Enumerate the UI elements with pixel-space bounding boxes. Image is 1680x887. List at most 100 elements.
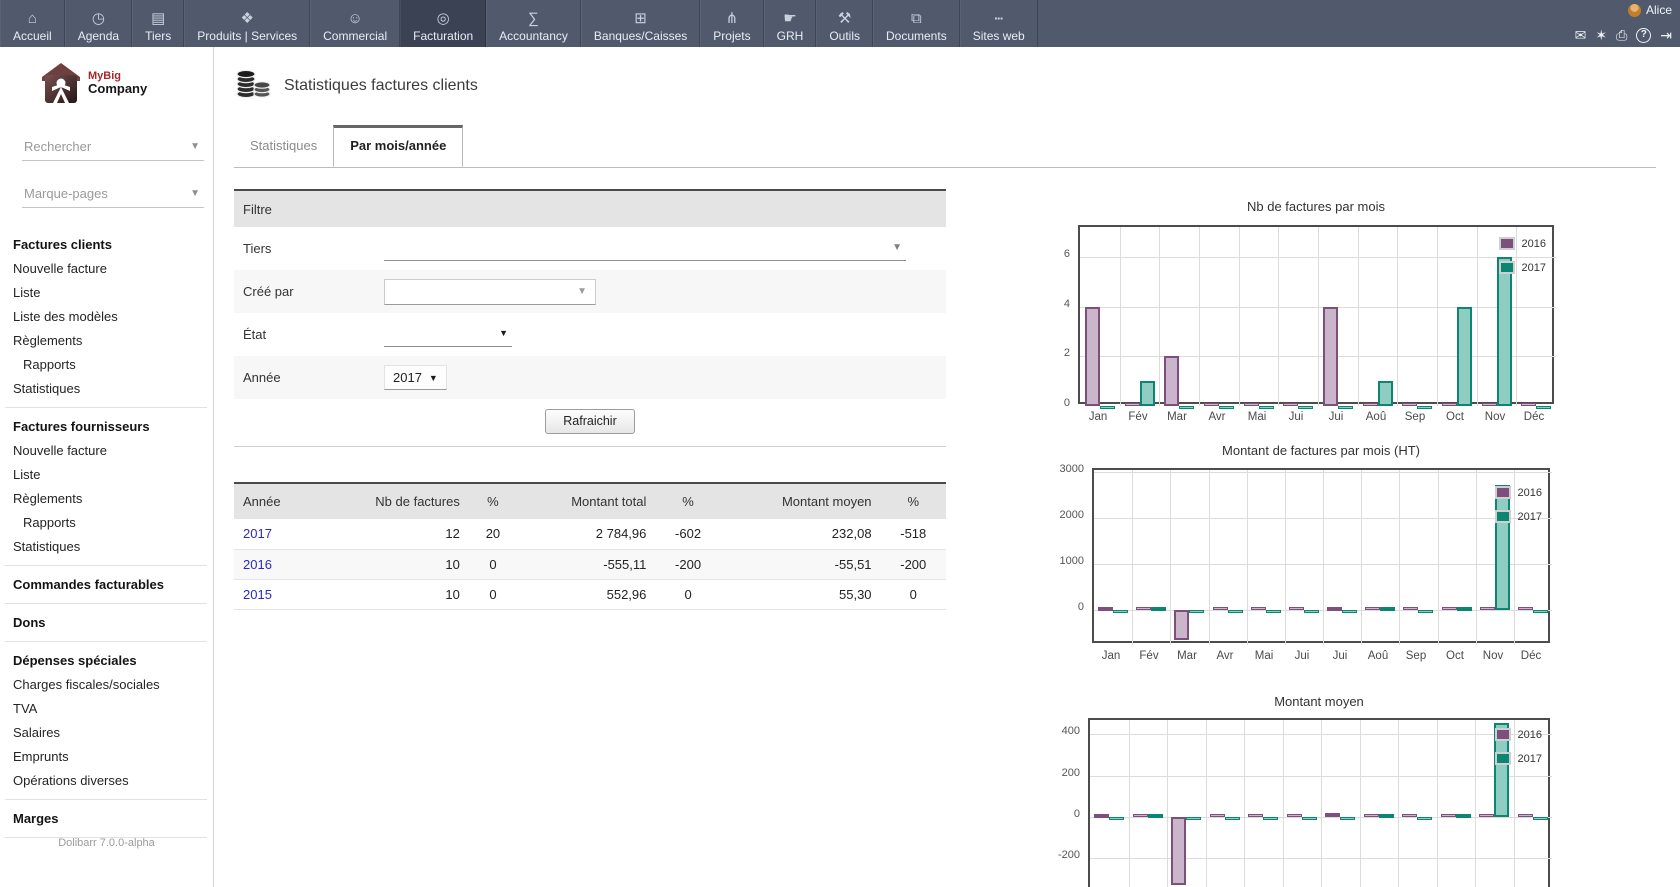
bar-2016-déc [1518, 814, 1533, 817]
print-icon[interactable]: ⎙ [1616, 27, 1628, 43]
tiers-combobox[interactable]: ▼ [384, 237, 906, 261]
bar-2017-aoû [1380, 607, 1395, 611]
gridline [1159, 227, 1160, 406]
sidebar-item-tva[interactable]: TVA [13, 701, 38, 716]
sidebar-item-nouvelle-facture[interactable]: Nouvelle facture [13, 443, 107, 458]
sidebar-item-règlements[interactable]: Règlements [13, 491, 83, 506]
y-axis-tick-label: 2000 [1059, 509, 1084, 521]
filter-label-cree-par: Créé par [243, 284, 294, 299]
sidebar-item-emprunts[interactable]: Emprunts [13, 749, 69, 764]
sidebar-item-rapports[interactable]: Rapports [23, 515, 76, 530]
top-menu-item-tiers[interactable]: ▤ Tiers [132, 0, 185, 47]
gridline [1397, 227, 1398, 406]
top-menu-item-facturation[interactable]: ◎ Facturation [400, 0, 487, 47]
invoice-stats-coins-icon [234, 65, 272, 106]
x-axis-month-label: Fév [1128, 411, 1148, 423]
sidebar-item-factures-clients[interactable]: Factures clients [13, 237, 112, 252]
total-pct: -200 [655, 549, 721, 580]
sidebar-item-règlements[interactable]: Règlements [13, 333, 83, 348]
bug-icon[interactable]: ✶ [1595, 27, 1608, 43]
left-sidebar: MyBig Company Rechercher ▼ Marque-pages … [0, 47, 214, 887]
legend-swatch-2017 [1498, 261, 1515, 274]
search-dropdown[interactable]: Rechercher ▼ [22, 134, 204, 161]
sidebar-item-factures-fournisseurs[interactable]: Factures fournisseurs [13, 419, 150, 434]
top-menu-item-label: Sites web [972, 29, 1025, 43]
tab-par-mois-annee[interactable]: Par mois/année [333, 125, 464, 167]
legend-swatch-2016 [1494, 728, 1511, 741]
sidebar-item-dépenses-spéciales[interactable]: Dépenses spéciales [13, 653, 137, 668]
bar-2016-mar [1171, 817, 1186, 885]
sidebar-item-statistiques[interactable]: Statistiques [13, 539, 81, 554]
top-menu-item-label: Outils [829, 29, 860, 43]
table-row-2017: 2017 12 20 2 784,96 -602 232,08 -518 [234, 519, 946, 550]
sidebar-item-dons[interactable]: Dons [13, 615, 46, 630]
top-menu-item-grh[interactable]: ☛ GRH [763, 0, 817, 47]
sidebar-item-salaires[interactable]: Salaires [13, 725, 60, 740]
sidebar-item-opérations-diverses[interactable]: Opérations diverses [13, 773, 129, 788]
bar-2017-sep [1417, 817, 1432, 820]
chart-legend: 2016 2017 [1494, 728, 1542, 765]
sidebar-item-nouvelle-facture[interactable]: Nouvelle facture [13, 261, 107, 276]
top-menu-item-commercial[interactable]: ☺ Commercial [310, 0, 401, 47]
help-icon[interactable]: ? [1636, 27, 1652, 43]
cree-par-select[interactable]: ▼ [384, 278, 596, 305]
commercial-icon: ☺ [347, 10, 363, 27]
year-link[interactable]: 2015 [243, 586, 272, 602]
sidebar-item-statistiques[interactable]: Statistiques [13, 381, 81, 396]
bar-2017-sep [1418, 610, 1433, 613]
chat-icon[interactable]: ✉ [1574, 27, 1587, 43]
sidebar-item-rapports[interactable]: Rapports [23, 357, 76, 372]
app-version: Dolibarr 7.0.0-alpha [58, 837, 155, 849]
x-axis-month-label: Oct [1446, 650, 1464, 662]
top-menu-item-produits-services[interactable]: ❖ Produits | Services [184, 0, 311, 47]
gridline [1167, 720, 1168, 887]
logout-icon[interactable]: ⇥ [1660, 27, 1672, 43]
gridline [1437, 720, 1438, 887]
top-menu-item-label: Agenda [77, 29, 120, 43]
x-axis-month-label: Jui [1328, 411, 1344, 423]
chevron-down-icon: ▼ [499, 328, 508, 338]
chevron-down-icon: ▼ [577, 286, 587, 297]
legend-label: 2017 [1517, 510, 1542, 523]
gridline [1247, 470, 1248, 645]
tabs: Statistiques Par mois/année [234, 125, 464, 167]
sidebar-item-liste[interactable]: Liste [13, 467, 41, 482]
sidebar-item-charges-fiscales-sociales[interactable]: Charges fiscales/sociales [13, 677, 160, 692]
sidebar-item-marges[interactable]: Marges [13, 811, 59, 826]
tab-statistiques[interactable]: Statistiques [250, 138, 318, 153]
top-menu-item-documents[interactable]: ⧉ Documents [873, 0, 960, 47]
bookmarks-dropdown[interactable]: Marque-pages ▼ [22, 181, 204, 208]
top-menu-item-projets[interactable]: ⋔ Projets [700, 0, 764, 47]
top-menu-item-accountancy[interactable]: ∑ Accountancy [486, 0, 581, 47]
y-axis-tick-label: 1000 [1059, 555, 1084, 567]
etat-select[interactable]: ▼ [384, 323, 512, 347]
bar-2016-mai [1248, 814, 1263, 817]
year-link[interactable]: 2016 [243, 556, 272, 572]
annee-select[interactable]: 2017 ▼ [384, 365, 447, 390]
top-menu-item-agenda[interactable]: ◷ Agenda [64, 0, 133, 47]
top-menu-item-banques-caisses[interactable]: ⊞ Banques/Caisses [580, 0, 701, 47]
montant-moyen: 232,08 [720, 519, 881, 550]
y-axis-tick-label: 2 [1063, 347, 1070, 359]
sidebar-item-commandes-facturables[interactable]: Commandes facturables [13, 577, 164, 592]
sidebar-item-liste[interactable]: Liste [13, 285, 41, 300]
top-menu-item-sites-web[interactable]: ▪▪▪ Sites web [959, 0, 1038, 47]
billing-icon: ◎ [436, 10, 450, 27]
top-menu-item-accueil[interactable]: ⌂ Accueil [0, 0, 65, 47]
top-menu-item-outils[interactable]: ⚒ Outils [816, 0, 873, 47]
bar-2016-mai [1244, 403, 1259, 406]
top-menu-item-label: Accountancy [499, 29, 568, 43]
table-header-4: % [655, 482, 721, 519]
x-axis-month-label: Aoû [1365, 411, 1387, 423]
bar-2016-déc [1518, 607, 1533, 610]
y-axis-tick-label: 6 [1063, 248, 1070, 260]
sidebar-item-liste-des-modèles[interactable]: Liste des modèles [13, 309, 118, 324]
sidebar-menu: Factures clients Nouvelle facture Liste Lis… [0, 232, 213, 838]
refresh-button[interactable]: Rafraichir [545, 409, 635, 434]
user-menu[interactable]: Alice [1627, 3, 1672, 17]
bar-2016-jui [1325, 813, 1340, 817]
year-link[interactable]: 2017 [243, 526, 272, 542]
bar-2017-mar [1186, 817, 1201, 820]
yearly-stats-table: Année Nb de factures% Montant total% Montan… [234, 482, 946, 610]
user-name[interactable]: Alice [1645, 3, 1672, 17]
